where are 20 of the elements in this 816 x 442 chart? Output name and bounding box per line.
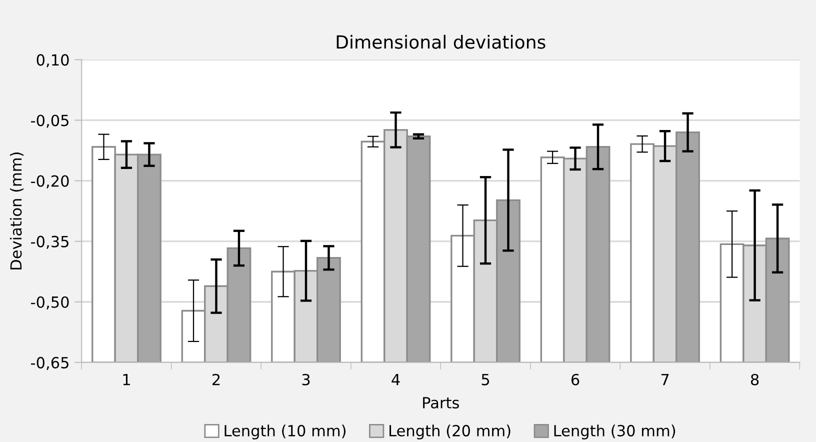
x-tick-label: 2: [212, 374, 220, 386]
y-tick-label: -0,35: [31, 236, 68, 249]
x-tick-label: 7: [661, 374, 669, 386]
chart-title: Dimensional deviations: [336, 34, 546, 49]
y-tick-label: 0,10: [36, 54, 69, 68]
x-tick-label: 6: [571, 374, 580, 386]
y-axis-title: Deviation (mm): [10, 152, 24, 270]
y-tick-label: -0,20: [31, 175, 69, 188]
x-tick-label: 5: [482, 374, 490, 386]
y-tick-label: -0,50: [31, 296, 69, 310]
y-tick-label: -0,05: [31, 114, 68, 128]
x-tick-label: 8: [750, 374, 759, 386]
legend-label: Length (10 mm): [224, 424, 346, 440]
y-tick-label: -0,65: [31, 356, 68, 370]
legend-label: Length (20 mm): [390, 424, 510, 440]
x-tick-label: 4: [392, 374, 400, 386]
x-tick-label: 1: [123, 374, 130, 386]
x-tick-label: 3: [302, 374, 310, 386]
x-axis-title: Parts: [423, 397, 459, 408]
legend-label: Length (30 mm): [554, 424, 676, 440]
